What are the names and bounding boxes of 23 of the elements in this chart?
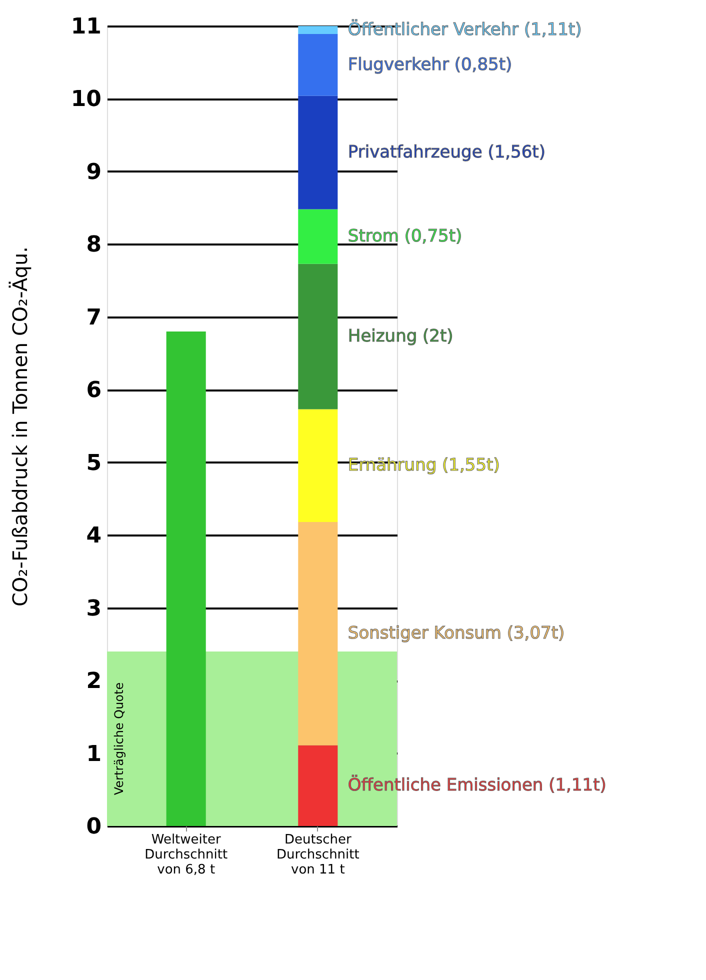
y-axis-title: CO₂-Fußabdruck in Tonnen CO₂-Äqu. [8,246,32,606]
y-tick-label: 10 [70,87,102,112]
y-tick-label: 1 [86,742,102,767]
y-tick-label: 5 [86,450,102,476]
series-label: Ernährung (1,55t) [348,456,500,476]
y-tick-label: 2 [86,669,102,694]
y-tick-label: 8 [86,232,102,258]
series-label: Sonstiger Konsum (3,07t) [348,624,565,644]
series-label: Heizung (2t) [348,326,454,347]
y-tick-label: 11 [70,14,102,40]
y-tick-label: 7 [86,305,102,330]
series-label: Strom (0,75t) [348,226,462,247]
band-label: Verträgliche Quote [112,682,126,796]
y-tick-label: 6 [86,378,102,404]
y-tick-label: 9 [86,160,102,185]
y-tick-label: 3 [86,596,102,622]
series-label: Privatfahrzeuge (1,56t) [348,142,546,163]
series-label: Öffentlicher Verkehr (1,11t) [348,19,582,40]
y-tick-label: 4 [86,524,102,549]
x-tick-label: Deutscher Durchschnitt von 11 t [276,832,360,878]
y-tick-label: 0 [86,814,102,840]
x-tick-label: Weltweiter Durchschnitt von 6,8 t [144,832,228,878]
series-label: Flugverkehr (0,85t) [348,54,512,75]
